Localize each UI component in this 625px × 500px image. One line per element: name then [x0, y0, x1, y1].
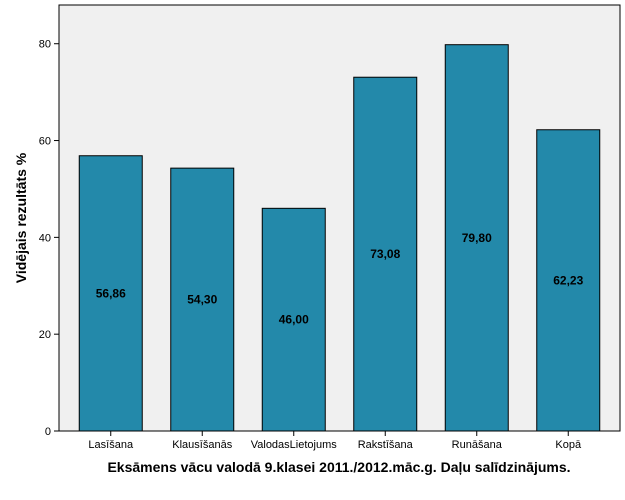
- y-tick-label: 0: [45, 426, 51, 438]
- y-tick-label: 40: [39, 232, 51, 244]
- bar: [261, 207, 326, 432]
- y-axis-title: Vidējais rezultāts %: [13, 152, 29, 283]
- bars-group: 56,86 54,30 46,00 73,08 79,80 62,23: [78, 44, 601, 432]
- y-tick-label: 20: [39, 329, 51, 341]
- bar-value-label: 62,23: [553, 273, 583, 287]
- bar-value-label: 56,86: [96, 286, 126, 300]
- bar-value-label: 73,08: [370, 247, 400, 261]
- bar: [353, 76, 418, 432]
- y-tick-label: 80: [39, 39, 51, 51]
- x-axis: Lasīšana Klausīšanās ValodasLietojums Rakst…: [88, 431, 582, 451]
- x-tick-label: Lasīšana: [88, 439, 134, 451]
- x-tick-label: ValodasLietojums: [251, 439, 338, 451]
- bar: [78, 155, 143, 432]
- bar: [444, 44, 509, 432]
- x-tick-label: Runāšana: [452, 439, 503, 451]
- x-tick-label: Rakstīšana: [358, 439, 414, 451]
- bar-value-label: 46,00: [279, 313, 309, 327]
- y-tick-label: 60: [39, 136, 51, 148]
- bar-value-label: 54,30: [187, 293, 217, 307]
- x-tick-label: Klausīšanās: [172, 439, 232, 451]
- bar-value-label: 79,80: [462, 231, 492, 245]
- y-axis: 0 20 40 60 80: [39, 39, 59, 438]
- bar: [536, 129, 601, 432]
- plot-area: [58, 4, 621, 432]
- x-tick-label: Kopā: [555, 439, 582, 451]
- x-axis-title: Eksāmens vācu valodā 9.klasei 2011./2012…: [107, 459, 570, 475]
